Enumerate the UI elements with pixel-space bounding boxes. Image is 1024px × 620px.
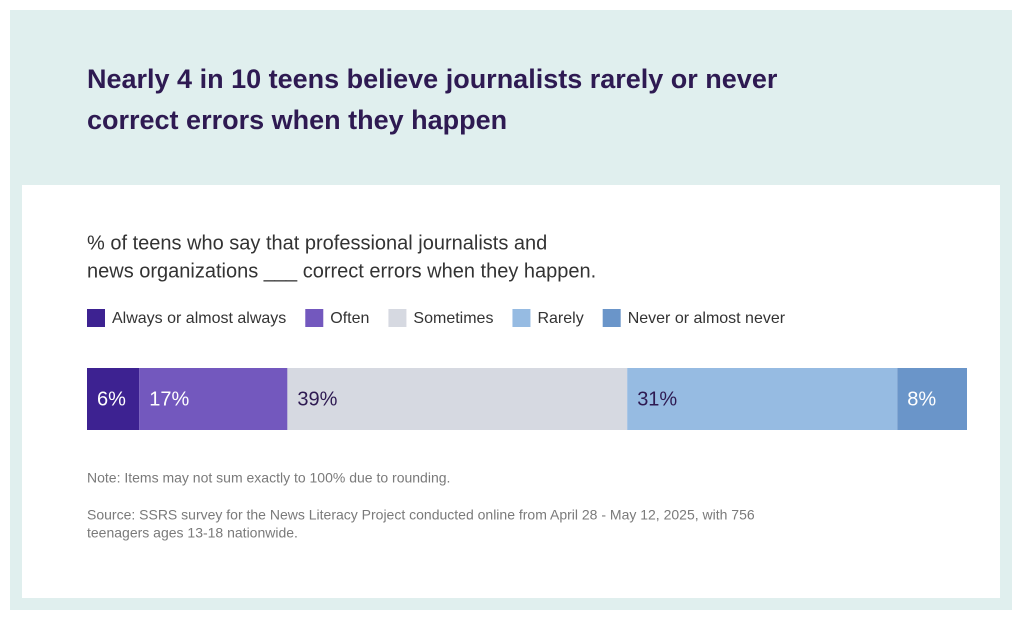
chart-title: correct errors when they happen xyxy=(87,105,507,135)
bar-segment xyxy=(139,368,288,430)
legend-label: Always or almost always xyxy=(112,310,286,327)
data-label: 6% xyxy=(97,388,126,410)
legend-swatch xyxy=(305,309,324,327)
note: Note: Items may not sum exactly to 100% … xyxy=(87,470,450,486)
legend-label: Never or almost never xyxy=(628,310,786,327)
legend-swatch xyxy=(87,309,105,327)
data-label: 31% xyxy=(637,388,677,410)
legend-swatch xyxy=(388,309,407,327)
data-label: 8% xyxy=(907,388,936,410)
bar-segment xyxy=(287,368,628,430)
data-label: 17% xyxy=(149,388,189,410)
bar-segment xyxy=(627,368,898,430)
bar-segment xyxy=(897,368,967,430)
legend-label: Rarely xyxy=(537,310,583,327)
chart-title: Nearly 4 in 10 teens believe journalists… xyxy=(87,64,778,94)
subtitle: news organizations ___ correct errors wh… xyxy=(87,260,596,282)
legend-label: Sometimes xyxy=(413,310,493,327)
legend-swatch xyxy=(512,309,531,327)
data-label: 39% xyxy=(297,388,337,410)
legend-label: Often xyxy=(330,310,369,327)
subtitle: % of teens who say that professional jou… xyxy=(87,232,547,254)
source: teenagers ages 13-18 nationwide. xyxy=(87,525,298,541)
source: Source: SSRS survey for the News Literac… xyxy=(87,507,755,523)
legend-swatch xyxy=(602,309,621,327)
bar-segment xyxy=(87,368,140,430)
